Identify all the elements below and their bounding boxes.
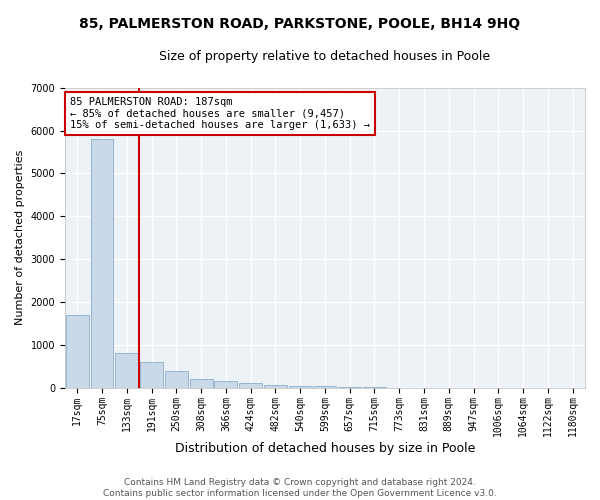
Bar <box>239 383 262 388</box>
Bar <box>314 386 337 388</box>
X-axis label: Distribution of detached houses by size in Poole: Distribution of detached houses by size … <box>175 442 475 455</box>
Bar <box>115 352 138 388</box>
Text: Contains HM Land Registry data © Crown copyright and database right 2024.
Contai: Contains HM Land Registry data © Crown c… <box>103 478 497 498</box>
Text: 85 PALMERSTON ROAD: 187sqm
← 85% of detached houses are smaller (9,457)
15% of s: 85 PALMERSTON ROAD: 187sqm ← 85% of deta… <box>70 97 370 130</box>
Bar <box>264 384 287 388</box>
Bar <box>91 139 113 388</box>
Title: Size of property relative to detached houses in Poole: Size of property relative to detached ho… <box>160 50 491 63</box>
Bar <box>165 372 188 388</box>
Bar <box>190 378 212 388</box>
Bar <box>214 382 237 388</box>
Bar <box>66 315 89 388</box>
Y-axis label: Number of detached properties: Number of detached properties <box>15 150 25 326</box>
Bar <box>289 386 311 388</box>
Bar <box>140 362 163 388</box>
Text: 85, PALMERSTON ROAD, PARKSTONE, POOLE, BH14 9HQ: 85, PALMERSTON ROAD, PARKSTONE, POOLE, B… <box>79 18 521 32</box>
